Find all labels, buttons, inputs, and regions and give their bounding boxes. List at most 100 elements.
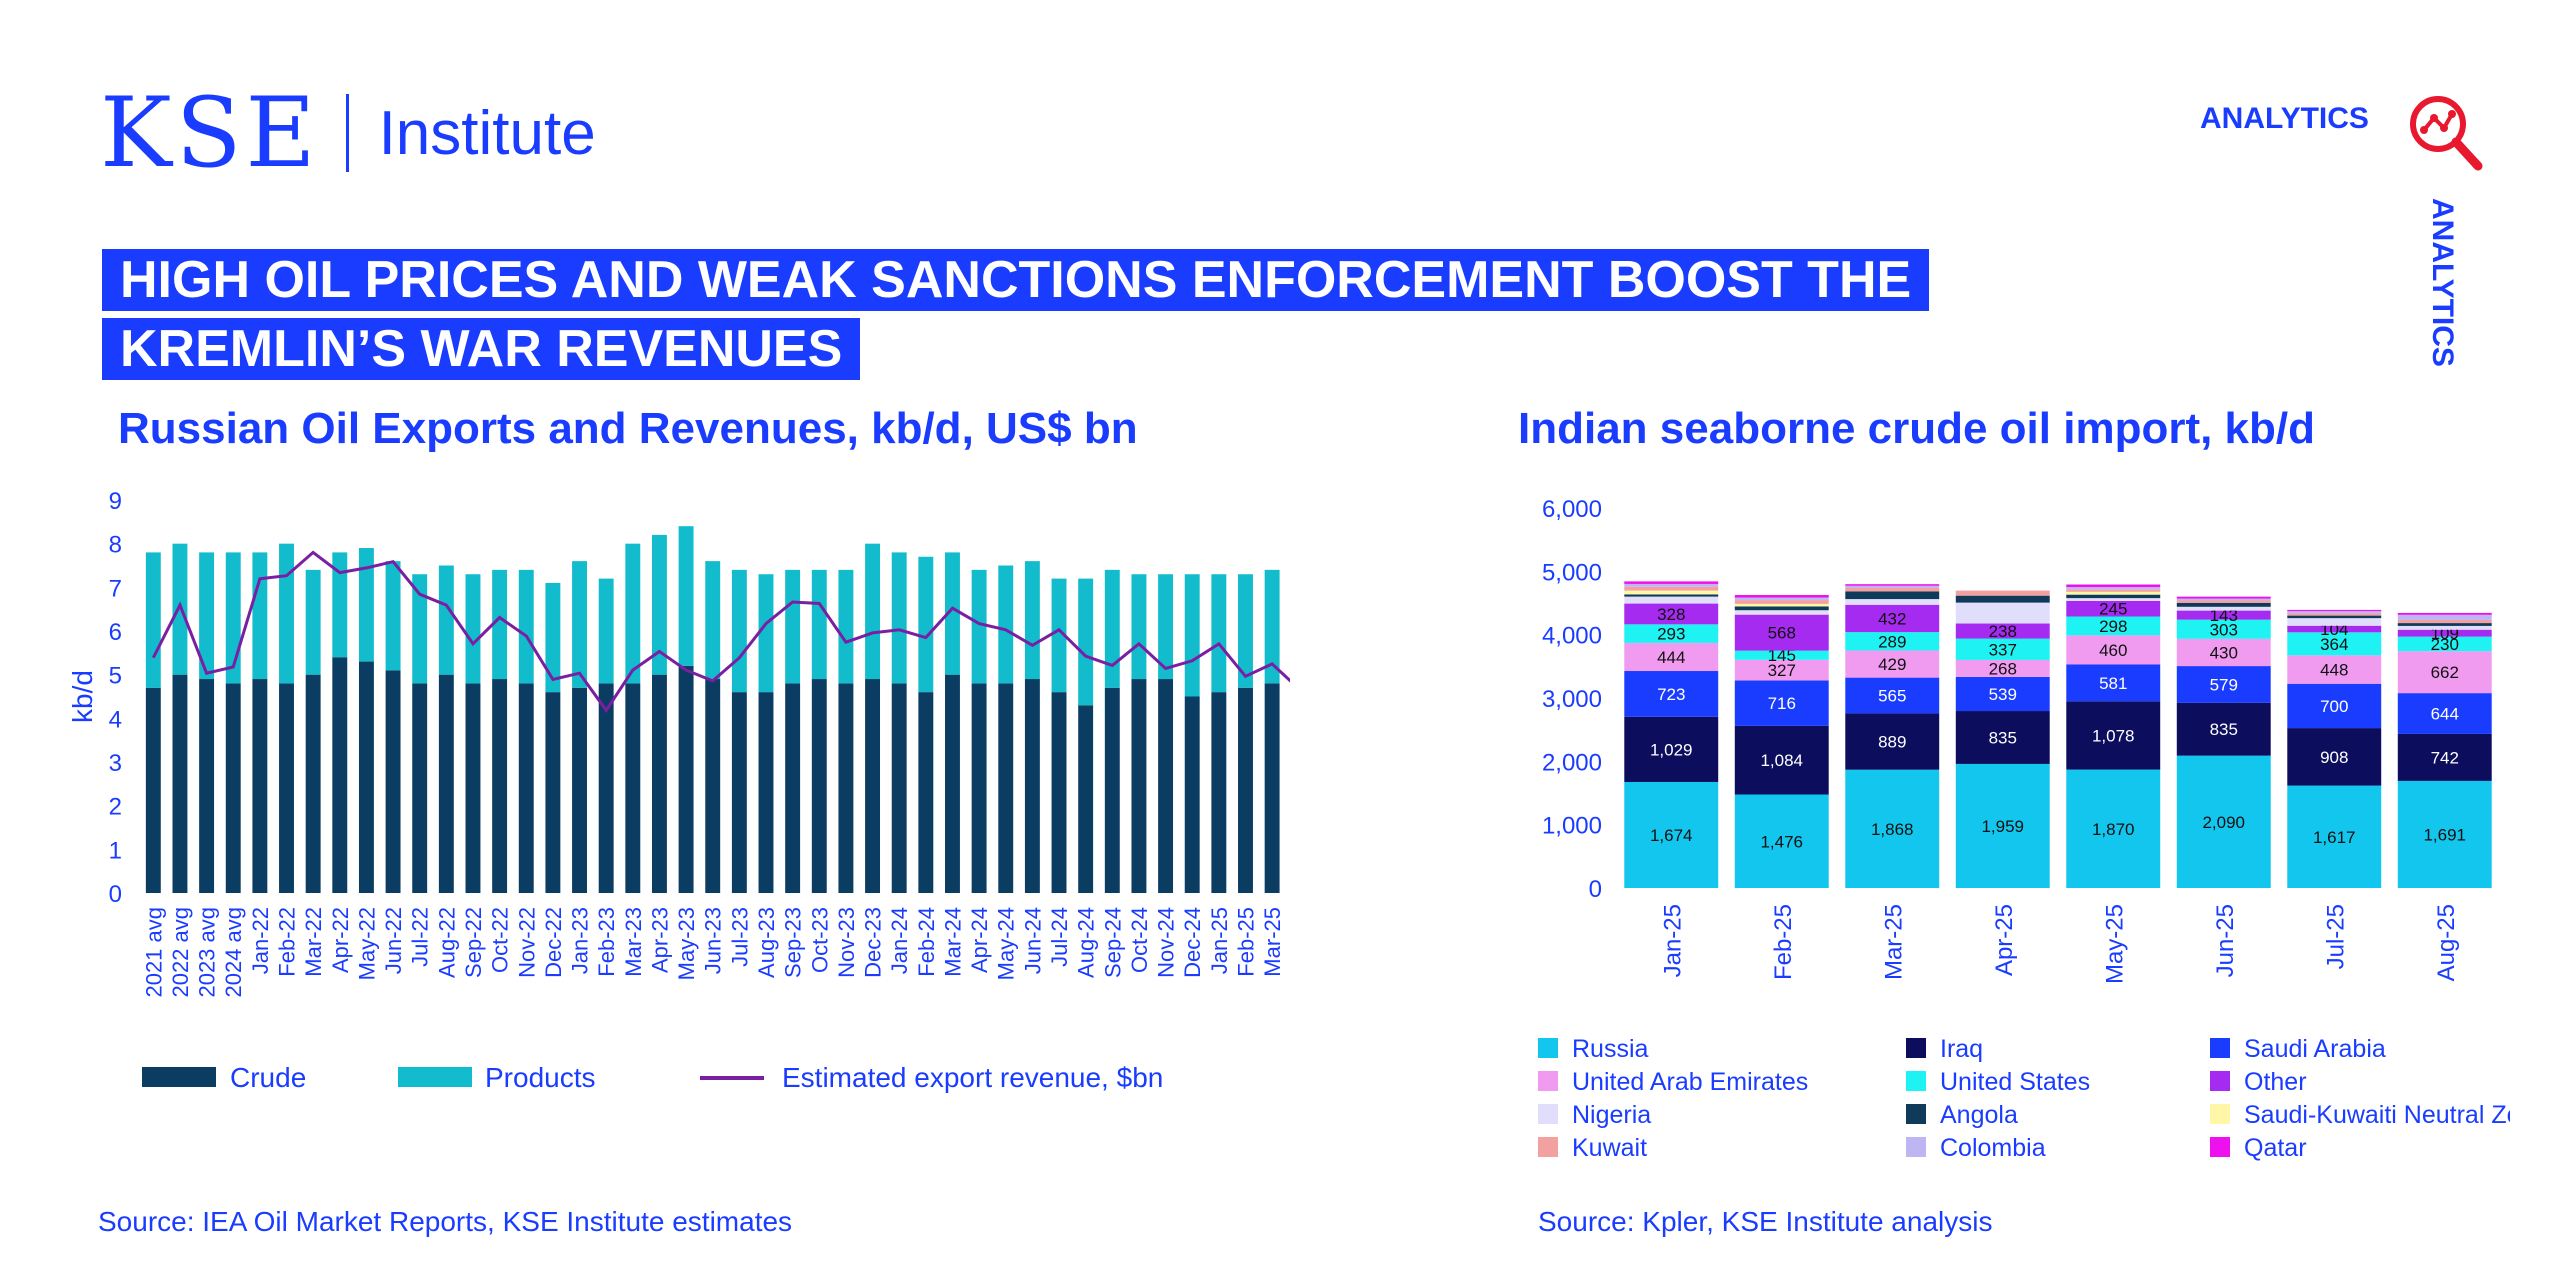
x-tick-label: 2023 avg: [195, 907, 220, 998]
stack-segment: [1845, 584, 1940, 586]
x-tick-label: May-22: [354, 907, 379, 980]
products-bar: [651, 534, 667, 675]
products-bar: [358, 548, 374, 662]
crude-bar: [225, 683, 241, 893]
right-chart-source: Source: Kpler, KSE Institute analysis: [1538, 1206, 1993, 1237]
stack-segment: [1734, 680, 1829, 726]
y-tick-label: 6: [109, 619, 122, 646]
x-tick-label: Aug-23: [754, 907, 779, 978]
products-bar: [545, 582, 561, 693]
x-tick-label: Jul-24: [1047, 907, 1072, 967]
data-label: 268: [1989, 659, 2017, 678]
x-tick-label: Apr-24: [967, 907, 992, 973]
stack-segment: [2066, 589, 2161, 592]
legend-label: Iraq: [1940, 1035, 1983, 1063]
products-bar: [678, 526, 694, 666]
stack-segment: [2176, 606, 2271, 611]
stack-segment: [2066, 587, 2161, 590]
stack-segment: [1845, 585, 1940, 588]
stack-segment: [2176, 638, 2271, 667]
x-tick-label: Feb-25: [1770, 904, 1797, 980]
products-bar: [492, 569, 508, 680]
stack-segment: [2287, 683, 2382, 729]
data-label: 293: [1657, 625, 1685, 644]
legend-label: United States: [1940, 1068, 2090, 1096]
y-tick-label: 7: [109, 575, 122, 602]
y-tick-label: 1,000: [1542, 813, 1602, 840]
data-label: 145: [1768, 646, 1796, 665]
y-tick-label: 0: [109, 881, 122, 908]
data-label: 448: [2320, 661, 2348, 680]
legend-swatch: [2210, 1038, 2230, 1058]
analytics-label: ANALYTICS: [2200, 102, 2369, 135]
legend-label: Russia: [1572, 1035, 1649, 1063]
products-bar: [1238, 574, 1253, 688]
stack-segment: [2287, 609, 2382, 612]
stack-segment: [1734, 600, 1829, 604]
y-tick-label: 0: [1589, 876, 1602, 903]
data-label: 568: [1768, 624, 1796, 643]
products-bar: [971, 569, 987, 684]
crude-bar: [918, 692, 934, 893]
stack-segment: [2397, 733, 2492, 781]
data-label: 716: [1768, 694, 1796, 713]
y-tick-label: 4,000: [1542, 623, 1602, 650]
crude-bar: [1184, 696, 1200, 893]
y-tick-label: 2: [109, 794, 122, 821]
data-label: 1,476: [1760, 832, 1803, 851]
crude-bar: [705, 679, 721, 893]
crude-bar: [1024, 679, 1040, 893]
stack-segment: [2397, 693, 2492, 734]
russian-oil-exports-chart: 01234567890510152025kb/dUS$ bn2021 avg20…: [67, 488, 1290, 1093]
stack-segment: [2066, 769, 2161, 888]
x-tick-label: Sep-23: [781, 907, 806, 978]
legend-label: Qatar: [2244, 1134, 2307, 1162]
stack-segment: [1845, 769, 1940, 888]
crude-bar: [758, 692, 774, 893]
legend-products-label: Products: [485, 1062, 596, 1093]
crude-bar: [838, 683, 854, 893]
products-bar: [598, 578, 614, 684]
y-tick-label: 9: [109, 488, 122, 515]
stack-segment: [1845, 599, 1940, 605]
stack-segment: [1955, 602, 2050, 624]
stack-segment: [2397, 623, 2492, 626]
crude-bar: [945, 674, 960, 893]
stack-segment: [2287, 655, 2382, 684]
crude-bar: [545, 692, 561, 893]
y-tick-label: 6,000: [1542, 496, 1602, 523]
stack-segment: [1955, 595, 2050, 603]
y-tick-label: 3,000: [1542, 686, 1602, 713]
products-bar: [518, 569, 534, 684]
stack-segment: [1955, 638, 2050, 660]
stack-segment: [1624, 603, 1719, 625]
stack-segment: [2176, 619, 2271, 639]
legend-products-swatch: [398, 1067, 472, 1087]
crude-bar: [572, 687, 587, 893]
data-label: 364: [2320, 635, 2348, 654]
stack-segment: [1955, 623, 2050, 639]
x-tick-label: Dec-22: [541, 907, 566, 978]
x-tick-label: Oct-24: [1127, 907, 1152, 973]
right-chart-title: Indian seaborne crude oil import, kb/d: [1518, 404, 2316, 453]
x-tick-label: May-25: [2101, 904, 2128, 984]
stack-segment: [1734, 603, 1829, 607]
y-tick-label: 4: [109, 706, 122, 733]
legend-swatch: [1538, 1038, 1558, 1058]
stack-segment: [2287, 618, 2382, 626]
crude-bar: [518, 683, 534, 893]
stack-segment: [1955, 659, 2050, 677]
data-label: 1,959: [1981, 817, 2024, 836]
data-label: 1,691: [2423, 825, 2466, 844]
x-tick-label: Sep-22: [461, 907, 486, 978]
data-label: 230: [2431, 635, 2459, 654]
crude-bar: [625, 683, 641, 893]
stack-segment: [2066, 616, 2161, 636]
stack-segment: [2066, 584, 2161, 588]
products-bar: [838, 569, 854, 684]
crude-bar: [492, 679, 508, 893]
legend-revenue-label: Estimated export revenue, $bn: [782, 1062, 1163, 1093]
y-tick-label: 3: [109, 750, 122, 777]
products-bar: [811, 569, 827, 680]
y-tick-label: 1: [109, 837, 122, 864]
